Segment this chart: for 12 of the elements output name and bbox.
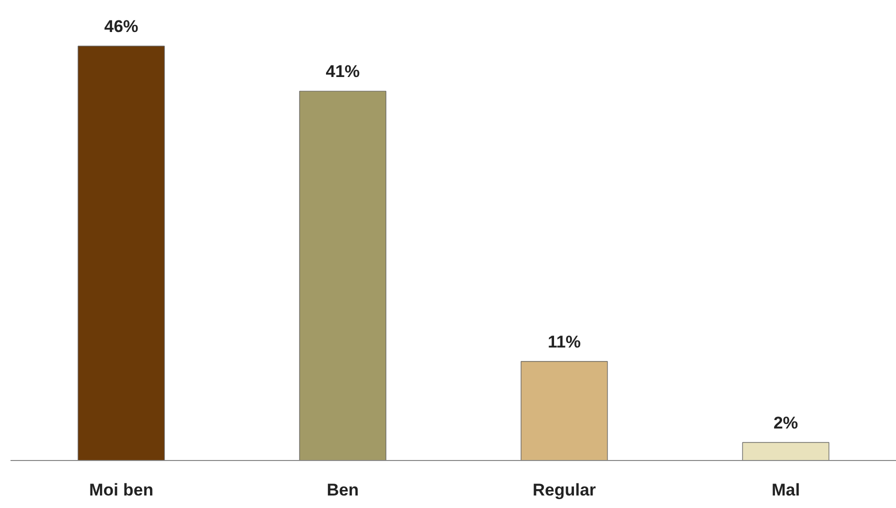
x-tick-label: Regular [532,480,596,500]
x-tick-label: Moi ben [89,480,154,500]
data-label: 2% [773,413,798,432]
bar [742,442,830,460]
bar [520,361,608,460]
data-label: 41% [326,62,360,82]
data-label: 46% [104,17,138,36]
x-tick-label: Ben [326,480,359,500]
bar [299,90,386,460]
data-label: 11% [548,332,581,352]
bar [78,46,165,460]
x-tick-label: Mal [772,480,800,500]
